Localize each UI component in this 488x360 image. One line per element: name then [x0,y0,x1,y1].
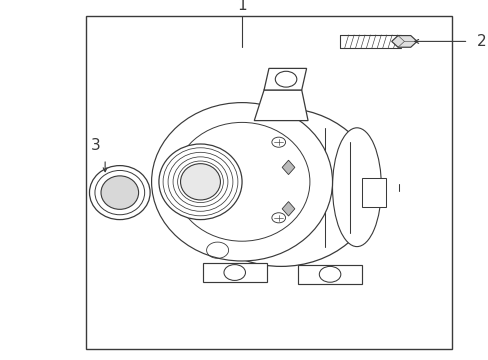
Polygon shape [254,90,307,121]
Polygon shape [282,160,294,175]
Polygon shape [264,68,306,90]
Text: 1: 1 [237,0,246,13]
Ellipse shape [332,128,381,247]
Text: 2: 2 [476,34,486,49]
Ellipse shape [186,108,375,266]
Circle shape [275,71,296,87]
Circle shape [319,266,340,282]
Ellipse shape [95,171,144,215]
Ellipse shape [89,166,150,220]
Circle shape [271,213,285,223]
Ellipse shape [174,122,309,241]
Bar [361,178,386,207]
Ellipse shape [180,164,220,200]
Ellipse shape [151,103,332,261]
Circle shape [271,137,285,147]
Polygon shape [391,36,416,47]
Ellipse shape [159,144,242,220]
Ellipse shape [101,176,138,210]
Polygon shape [298,265,361,284]
Circle shape [224,265,245,280]
Bar [85,16,451,349]
Polygon shape [282,202,294,216]
Polygon shape [203,263,266,282]
Ellipse shape [169,165,206,199]
Text: 3: 3 [90,138,100,153]
